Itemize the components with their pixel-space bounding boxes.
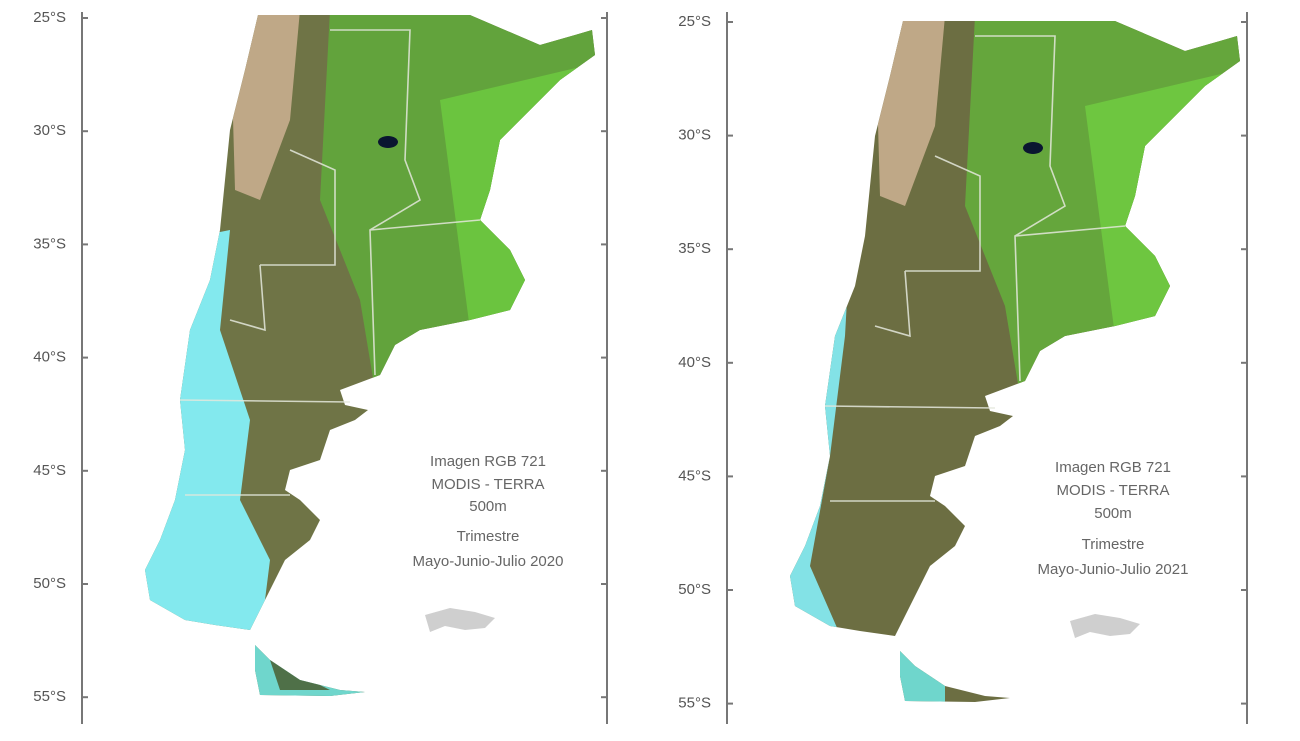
caption-line: Mayo-Junio-Julio 2020: [413, 553, 564, 570]
lake: [378, 136, 398, 148]
islands: [425, 608, 495, 632]
caption-line: Imagen RGB 721: [430, 453, 546, 470]
latitude-label: 30°S: [33, 122, 66, 139]
lake: [1023, 142, 1043, 154]
land: [270, 660, 330, 690]
latitude-label: 45°S: [33, 462, 66, 479]
latitude-label: 35°S: [33, 235, 66, 252]
latitude-label: 50°S: [678, 581, 711, 598]
satellite-image: [790, 21, 1240, 702]
latitude-label: 50°S: [33, 575, 66, 592]
satellite-image: [145, 15, 595, 696]
latitude-label: 25°S: [678, 13, 711, 30]
snow-cover: [885, 646, 945, 702]
caption-line: Trimestre: [457, 528, 520, 545]
map-panel: [145, 15, 595, 696]
snow-cover: [240, 640, 380, 696]
latitude-label: 30°S: [678, 127, 711, 144]
caption-line: MODIS - TERRA: [431, 476, 544, 493]
caption-line: 500m: [1094, 505, 1132, 522]
latitude-label: 25°S: [33, 9, 66, 26]
vegetation: [440, 60, 595, 330]
caption-line: Mayo-Junio-Julio 2021: [1038, 561, 1189, 578]
latitude-label: 40°S: [33, 349, 66, 366]
latitude-label: 45°S: [678, 467, 711, 484]
caption-line: Trimestre: [1082, 536, 1145, 553]
province-borders: [179, 29, 481, 496]
caption-line: MODIS - TERRA: [1056, 482, 1169, 499]
caption-line: 500m: [469, 498, 507, 515]
province-borders: [824, 35, 1126, 502]
latitude-label: 55°S: [33, 688, 66, 705]
map-panel: [790, 21, 1240, 702]
vegetation: [1085, 66, 1240, 336]
latitude-label: 55°S: [678, 695, 711, 712]
islands: [1070, 614, 1140, 638]
latitude-label: 40°S: [678, 354, 711, 371]
caption-line: Imagen RGB 721: [1055, 459, 1171, 476]
latitude-label: 35°S: [678, 240, 711, 257]
